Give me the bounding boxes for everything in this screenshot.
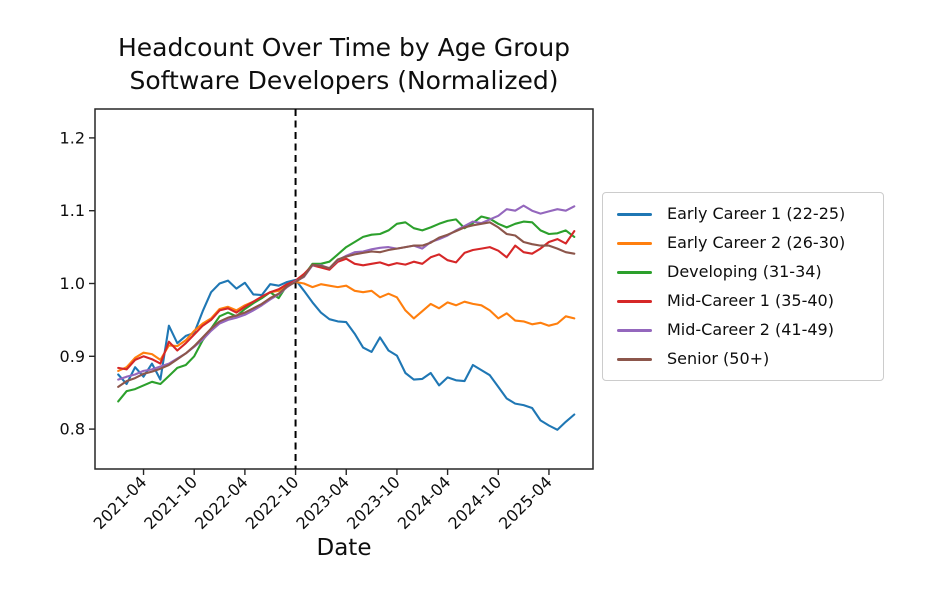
legend-swatch (617, 212, 652, 216)
y-tick-label: 0.8 (60, 420, 85, 439)
legend-swatch (617, 299, 652, 303)
x-tick-label: 2024-04 (394, 472, 455, 533)
x-tick-label: 2023-10 (343, 472, 404, 533)
y-tick-label: 1.1 (60, 201, 85, 220)
legend-swatch (617, 270, 652, 274)
legend-label: Developing (31-34) (667, 262, 822, 281)
legend-swatch (617, 357, 652, 361)
legend-label: Senior (50+) (667, 349, 770, 368)
x-tick-label: 2024-10 (444, 472, 505, 533)
series-line-1 (117, 280, 576, 372)
y-tick-label: 1.2 (60, 128, 85, 147)
legend: Early Career 1 (22-25) Early Career 2 (26… (602, 192, 885, 381)
x-axis-label: Date (316, 535, 372, 561)
legend-item: Early Career 1 (22-25) (617, 204, 845, 224)
legend-label: Early Career 2 (26-30) (667, 233, 846, 252)
chart-title: Headcount Over Time by Age Group (117, 33, 571, 62)
series-line-5 (117, 221, 576, 388)
legend-label: Mid-Career 1 (35-40) (667, 291, 834, 310)
series-line-3 (117, 230, 576, 371)
legend-label: Mid-Career 2 (41-49) (667, 320, 834, 339)
x-tick-label: 2023-04 (292, 472, 353, 533)
legend-label: Early Career 1 (22-25) (667, 204, 846, 223)
y-tick-label: 0.9 (60, 347, 85, 366)
legend-swatch (617, 328, 652, 332)
x-tick-label: 2021-04 (90, 472, 151, 533)
legend-item: Developing (31-34) (617, 262, 845, 282)
series-line-2 (117, 215, 576, 403)
x-tick-label: 2022-10 (242, 472, 303, 533)
chart-subtitle: Software Developers (Normalized) (129, 66, 559, 95)
plot-border (94, 108, 594, 470)
x-tick-label: 2022-04 (191, 472, 252, 533)
chart-title-block: Headcount Over Time by Age Group Softwar… (95, 31, 593, 97)
legend-item: Senior (50+) (617, 349, 845, 369)
legend-item: Mid-Career 2 (41-49) (617, 320, 845, 340)
legend-item: Mid-Career 1 (35-40) (617, 291, 845, 311)
x-tick-label: 2025-04 (495, 472, 556, 533)
legend-swatch (617, 241, 652, 245)
series-line-0 (117, 278, 576, 431)
y-tick-label: 1.0 (60, 274, 85, 293)
legend-item: Early Career 2 (26-30) (617, 233, 845, 253)
x-tick-label: 2021-10 (140, 472, 201, 533)
